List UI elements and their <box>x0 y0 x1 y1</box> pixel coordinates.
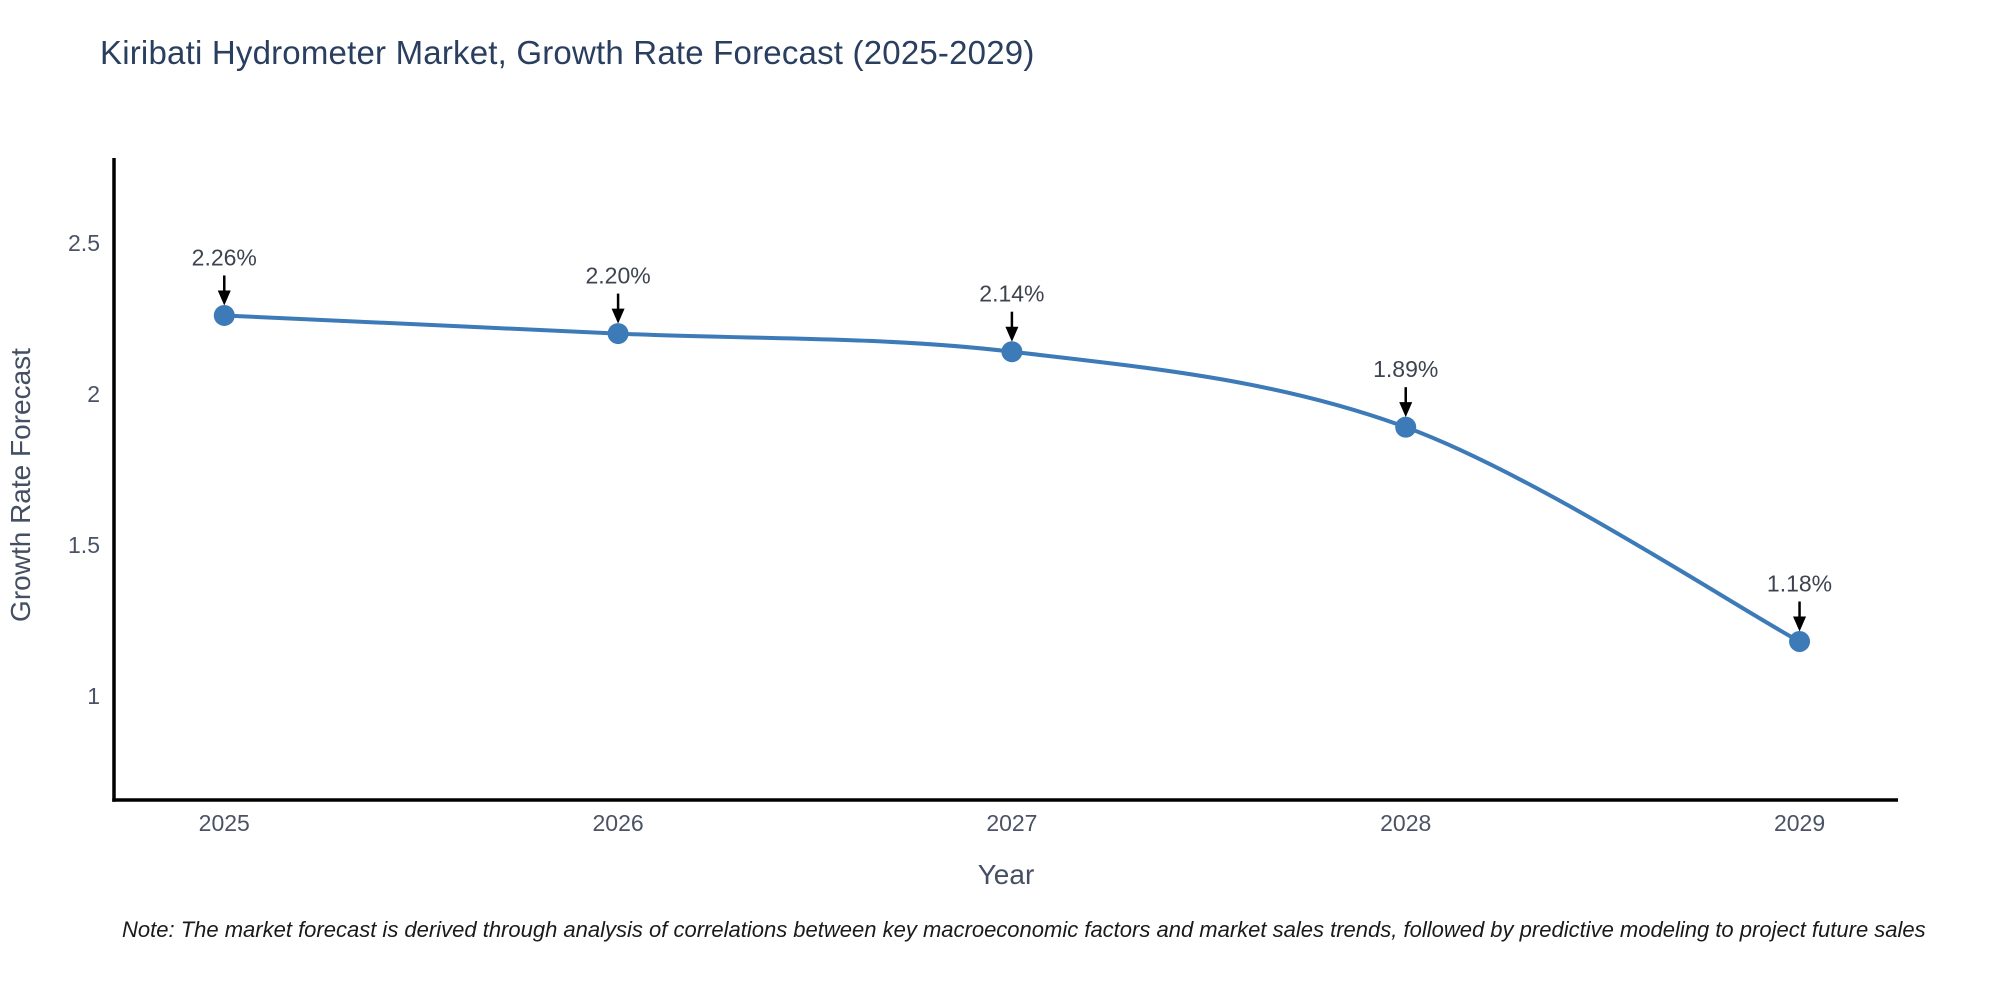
x-tick-label: 2026 <box>593 810 644 836</box>
x-tick-label: 2028 <box>1380 810 1431 836</box>
y-tick-label: 2 <box>87 381 100 407</box>
data-point-2028[interactable] <box>1395 416 1417 438</box>
x-tick-label: 2029 <box>1774 810 1825 836</box>
data-point-2027[interactable] <box>1001 341 1023 363</box>
trend-line <box>222 313 1802 644</box>
annotation-arrowhead-2028 <box>1399 402 1413 418</box>
y-tick-label: 2.5 <box>68 230 100 256</box>
annotation-arrowhead-2029 <box>1793 616 1807 632</box>
data-point-2026[interactable] <box>607 323 629 345</box>
y-axis-title: Growth Rate Forecast <box>5 348 36 622</box>
data-point-2025[interactable] <box>213 304 235 326</box>
x-tick-label: 2025 <box>199 810 250 836</box>
annotation-arrowhead-2026 <box>611 308 625 324</box>
point-label-2028: 1.89% <box>1373 356 1438 382</box>
point-label-2029: 1.18% <box>1767 571 1832 597</box>
y-tick-label: 1.5 <box>68 532 100 558</box>
y-tick-label: 1 <box>87 683 100 709</box>
x-axis-title: Year <box>978 859 1035 890</box>
chart-title: Kiribati Hydrometer Market, Growth Rate … <box>100 34 1035 71</box>
point-label-2025: 2.26% <box>192 244 257 270</box>
point-label-2027: 2.14% <box>979 281 1044 307</box>
annotation-arrowhead-2025 <box>217 290 231 306</box>
x-tick-label: 2027 <box>986 810 1037 836</box>
annotation-arrowhead-2027 <box>1005 326 1019 342</box>
data-point-2029[interactable] <box>1789 631 1811 653</box>
point-label-2026: 2.20% <box>585 263 650 289</box>
footnote: Note: The market forecast is derived thr… <box>122 917 1926 942</box>
